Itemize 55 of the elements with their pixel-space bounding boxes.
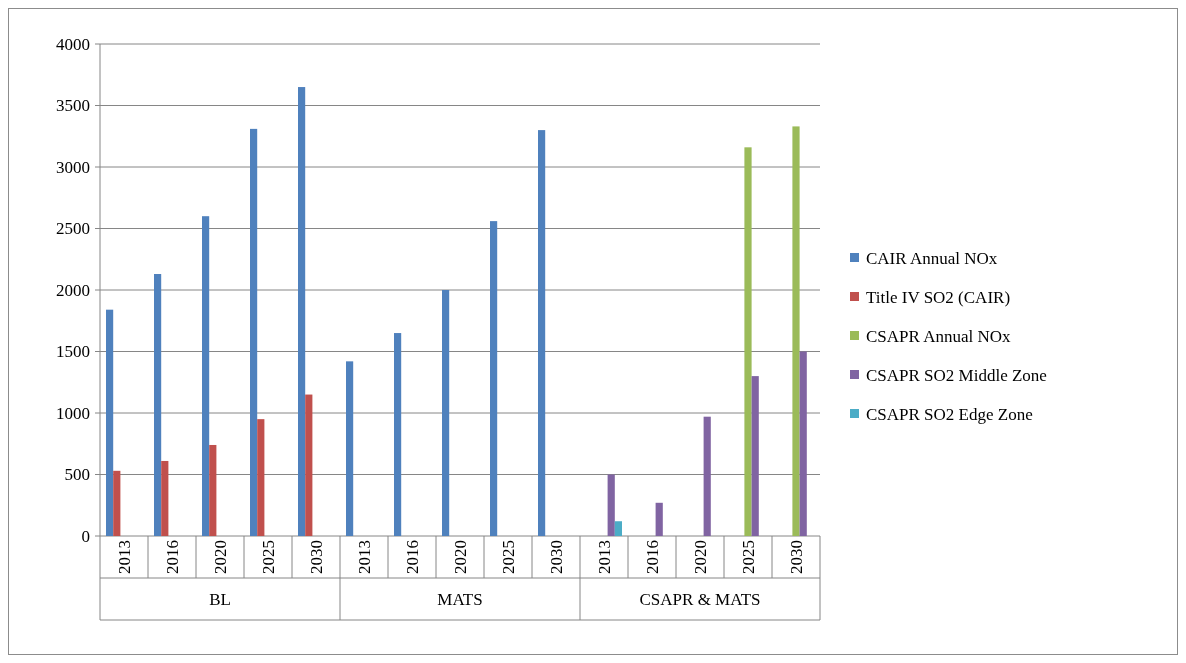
y-tick-label: 1000 [56, 403, 90, 423]
y-tick-label: 3000 [56, 157, 90, 177]
legend-label: CSAPR SO2 Edge Zone [866, 404, 1033, 424]
legend-label: Title IV SO2 (CAIR) [866, 287, 1011, 307]
bar [538, 130, 546, 536]
x-tick-label: 2016 [163, 540, 182, 574]
x-tick-label: 2025 [499, 540, 518, 574]
x-tick-label: 2030 [547, 540, 566, 574]
legend-label: CAIR Annual NOx [866, 248, 998, 268]
x-tick-label: 2020 [211, 540, 230, 574]
y-tick-label: 500 [64, 465, 90, 485]
legend-label: CSAPR SO2 Middle Zone [866, 365, 1047, 385]
bar [703, 416, 711, 536]
x-tick-label: 2016 [403, 540, 422, 574]
x-tick-label: 2030 [307, 540, 326, 574]
bar [209, 444, 217, 536]
y-tick-label: 2500 [56, 219, 90, 239]
bar [751, 376, 759, 536]
y-tick-label: 2000 [56, 280, 90, 300]
x-tick-label: 2020 [691, 540, 710, 574]
bar [113, 470, 121, 536]
bar [655, 502, 663, 536]
bar [154, 274, 162, 536]
x-tick-label: 2020 [451, 540, 470, 574]
y-tick-label: 0 [81, 526, 90, 546]
bar [614, 521, 622, 536]
bar [744, 147, 752, 536]
y-tick-label: 4000 [56, 34, 90, 54]
bar [792, 126, 800, 536]
text: CSAPR & MATS [639, 590, 761, 609]
bar [394, 333, 402, 536]
y-tick-label: 1500 [56, 342, 90, 362]
bar [298, 87, 306, 536]
bar [106, 309, 114, 536]
legend-label: CSAPR Annual NOx [866, 326, 1012, 346]
text: BL [209, 590, 231, 609]
y-tick-label: 3500 [56, 96, 90, 116]
x-tick-label: 2025 [259, 540, 278, 574]
bar [799, 351, 807, 536]
x-tick-label: 2016 [643, 540, 662, 574]
x-tick-label: 2025 [739, 540, 758, 574]
x-tick-label: 2030 [787, 540, 806, 574]
bar [305, 394, 313, 536]
bar [250, 128, 258, 536]
bar [202, 216, 210, 536]
bar [490, 221, 498, 536]
x-tick-label: 2013 [595, 540, 614, 574]
x-tick-label: 2013 [115, 540, 134, 574]
text: MATS [437, 590, 483, 609]
bar [161, 460, 169, 536]
bar [607, 474, 615, 536]
bar [346, 361, 354, 536]
bar [442, 290, 450, 536]
x-tick-label: 2013 [355, 540, 374, 574]
bar [257, 419, 265, 536]
